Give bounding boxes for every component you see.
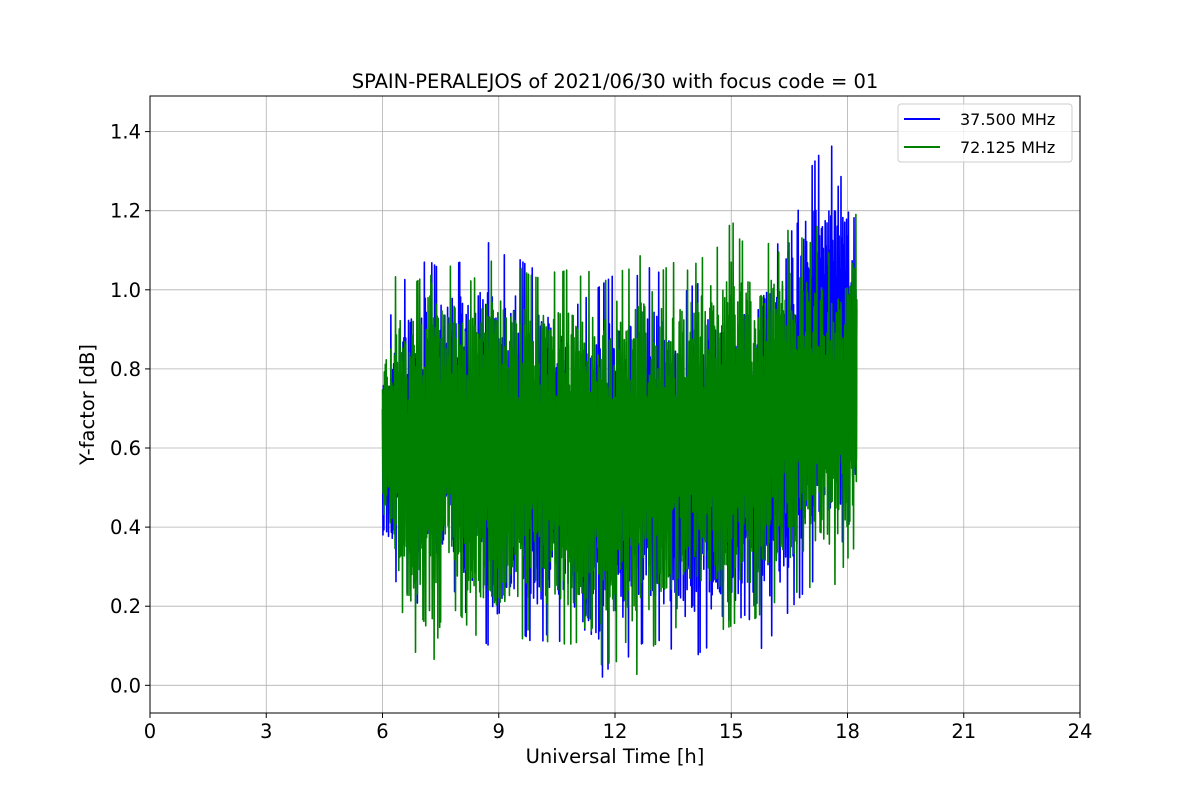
- y-tick-label: 1.4: [110, 121, 141, 144]
- y-tick-label: 0.8: [110, 358, 141, 381]
- x-tick-label: 21: [951, 720, 976, 743]
- x-tick-label: 12: [603, 720, 628, 743]
- y-tick-label: 0.0: [110, 674, 141, 697]
- x-tick-label: 18: [835, 720, 860, 743]
- chart-title: SPAIN-PERALEJOS of 2021/06/30 with focus…: [352, 70, 879, 93]
- series-line-1: [381, 145, 858, 678]
- series-group: [381, 145, 858, 678]
- plot-area: [381, 145, 858, 678]
- y-tick-label: 0.2: [110, 595, 141, 618]
- y-tick-label: 1.0: [110, 279, 141, 302]
- y-tick-label: 1.2: [110, 200, 141, 223]
- y-tick-label: 0.6: [110, 437, 141, 460]
- x-tick-label: 9: [493, 720, 505, 743]
- x-axis-ticks: 0 3 6 9 12 15 18 21 24: [144, 713, 1093, 743]
- legend-label-series-2: 72.125 MHz: [960, 138, 1055, 157]
- y-axis-ticks: 0.0 0.2 0.4 0.6 0.8 1.0 1.2 1.4: [110, 121, 150, 697]
- y-axis-label: Y-factor [dB]: [76, 344, 99, 466]
- x-tick-label: 24: [1068, 720, 1093, 743]
- legend-label-series-1: 37.500 MHz: [960, 110, 1055, 129]
- x-tick-label: 0: [144, 720, 156, 743]
- series-line-2: [381, 213, 858, 676]
- x-tick-label: 15: [719, 720, 744, 743]
- x-tick-label: 6: [376, 720, 388, 743]
- y-tick-label: 0.4: [110, 516, 141, 539]
- x-tick-label: 3: [260, 720, 272, 743]
- x-axis-label: Universal Time [h]: [526, 745, 705, 768]
- legend: 37.500 MHz 72.125 MHz: [897, 103, 1073, 163]
- legend-box: [897, 103, 1073, 163]
